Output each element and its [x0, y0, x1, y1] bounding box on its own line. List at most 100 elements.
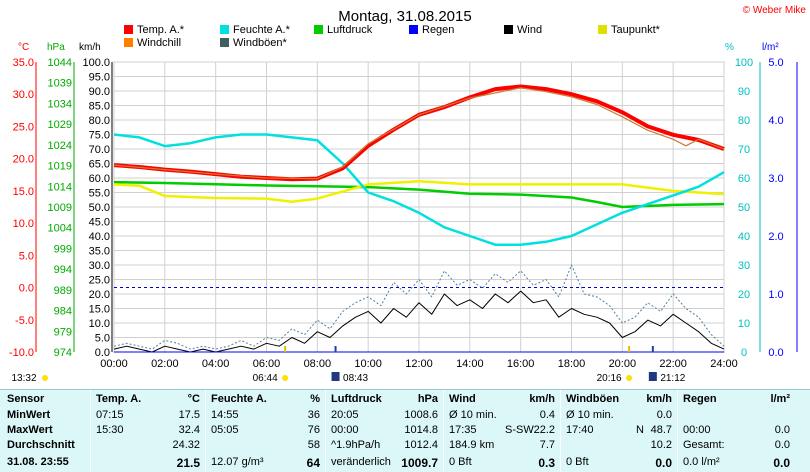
temp-tick-label: -10.0	[9, 347, 34, 359]
stats-cell-press-val: 1008.6	[404, 409, 438, 421]
pressure-tick-label: 1034	[48, 98, 72, 110]
temp-tick-label: 5.0	[19, 250, 34, 262]
stats-cell-press-time: ^1.9hPa/h	[331, 439, 381, 451]
stats-cell-gust-val: 48.7	[650, 424, 672, 436]
temp-tick-label: 15.0	[13, 186, 34, 198]
time-tick-label: 04:00	[202, 358, 230, 370]
stats-cell-hum-val: 36	[307, 409, 320, 421]
time-tick-label: 08:00	[304, 358, 332, 370]
pressure-tick-label: 1044	[48, 57, 72, 69]
stats-cell-label: MinWert	[7, 409, 51, 421]
humidity-tick-label: 70	[738, 144, 750, 156]
time-tick-label: 20:00	[609, 358, 637, 370]
time-tick-label: 16:00	[507, 358, 535, 370]
temp-tick-label: 10.0	[13, 218, 34, 230]
stats-cell-temp-time: 07:15	[96, 409, 124, 421]
stats-cell-gust-val: 10.2	[650, 439, 672, 451]
humidity-unit-label: %	[725, 42, 734, 53]
stats-cell-rain-time: 00:00	[683, 424, 711, 436]
stats-cell-temp-time: 15:30	[96, 424, 124, 436]
stats-cell-temp-val: 21.5	[176, 456, 200, 470]
time-tick-label: 14:00	[456, 358, 484, 370]
header-temp: Temp. A.	[96, 393, 142, 405]
temp-tick-label: 25.0	[13, 121, 34, 133]
wind-tick-label: 100.0	[82, 57, 110, 69]
series-windchill	[113, 87, 725, 180]
stats-cell-wind-val: 0.3	[538, 456, 555, 470]
legend-swatch	[220, 38, 229, 47]
rain-tick-label: 5.0	[768, 57, 783, 69]
time-tick-label: 12:00	[405, 358, 433, 370]
pressure-tick-label: 1019	[48, 161, 72, 173]
stats-cell-rain-time: 0.0 l/m²	[683, 456, 720, 468]
pressure-tick-label: 989	[54, 285, 72, 297]
humidity-tick-label: 30	[738, 260, 750, 272]
header-temp-unit: °C	[187, 393, 200, 405]
axis-units: °C hPa km/h % l/m²	[18, 42, 779, 53]
wind-tick-label: 75.0	[89, 130, 110, 142]
wind-tick-label: 5.0	[95, 333, 110, 345]
humidity-tick-label: 100	[735, 57, 753, 69]
pressure-tick-label: 994	[54, 264, 72, 276]
stats-cell-rain-val: 0.0	[774, 439, 790, 451]
stats-cell-press-val: 1014.8	[404, 424, 438, 436]
wind-tick-label: 60.0	[89, 173, 110, 185]
time-tick-label: 00:00	[100, 358, 128, 370]
pressure-tick-label: 1039	[48, 78, 72, 90]
stats-cell-hum-val: 64	[306, 456, 320, 470]
stats-cell-wind-time: 17:35	[449, 424, 477, 436]
temp-tick-label: -5.0	[15, 315, 34, 327]
pressure-tick-label: 984	[54, 306, 72, 318]
stats-cell-wind-val: 22.2	[533, 424, 555, 436]
legend-label: Luftdruck	[327, 24, 373, 36]
humidity-tick-label: 10	[738, 318, 750, 330]
legend-label: Regen	[422, 24, 454, 36]
copyright-label: © Weber Mike	[743, 5, 807, 16]
stats-cell-hum-time: 14:55	[211, 409, 239, 421]
temp-tick-label: 35.0	[13, 57, 34, 69]
wind-tick-label: 15.0	[89, 304, 110, 316]
stats-cell-press-time: veränderlich	[331, 456, 391, 468]
wind-tick-label: 70.0	[89, 144, 110, 156]
moon-icon	[331, 372, 340, 381]
time-tick-label: 18:00	[558, 358, 586, 370]
wind-tick-label: 45.0	[89, 217, 110, 229]
humidity-tick-label: 40	[738, 231, 750, 243]
pressure-tick-label: 974	[54, 347, 72, 359]
stats-cell-rain-time: Gesamt:	[683, 439, 725, 451]
wind-tick-label: 0.0	[95, 347, 110, 359]
legend-swatch	[598, 25, 607, 34]
temp-tick-label: 30.0	[13, 89, 34, 101]
header-gust-unit: km/h	[646, 393, 672, 405]
stats-cell-wind-val: 0.4	[539, 409, 555, 421]
stats-cell-hum-time: 05:05	[211, 424, 239, 436]
stats-cell-gust-val: 0.0	[656, 409, 672, 421]
wind-tick-label: 85.0	[89, 101, 110, 113]
moonset-label: 21:12	[660, 373, 685, 384]
legend: Temp. A.*Windchill Feuchte A.*Windböen* Lu…	[124, 24, 661, 49]
stats-cell-temp-val: 17.5	[178, 409, 200, 421]
legend-label: Windböen*	[233, 37, 288, 49]
stats-cell-press-time: 20:05	[331, 409, 359, 421]
stats-cell-hum-val: 76	[307, 424, 320, 436]
header-humidity: Feuchte A.	[211, 393, 267, 405]
time-tick-label: 10:00	[354, 358, 382, 370]
rain-tick-label: 3.0	[768, 173, 783, 185]
rain-tick-label: 1.0	[768, 289, 783, 301]
stats-cell-press-val: 1012.4	[404, 439, 438, 451]
stats-cell-wind-dir: S-SW	[505, 424, 534, 436]
pressure-tick-label: 1009	[48, 202, 72, 214]
stats-cell-wind-val: 7.7	[539, 439, 555, 451]
wind-tick-label: 90.0	[89, 86, 110, 98]
temp-tick-label: 20.0	[13, 154, 34, 166]
pressure-unit-label: hPa	[47, 42, 65, 53]
chart-title: Montag, 31.08.2015	[338, 8, 471, 25]
header-rain: Regen	[683, 393, 717, 405]
header-sensor: Sensor	[7, 393, 45, 405]
header-wind-unit: km/h	[529, 393, 555, 405]
stats-cell-rain-val: 0.0	[773, 456, 790, 470]
time-tick-label: 24:00	[710, 358, 738, 370]
stats-cell-wind-time: Ø 10 min.	[449, 409, 497, 421]
header-humidity-unit: %	[310, 393, 320, 405]
legend-swatch	[314, 25, 323, 34]
